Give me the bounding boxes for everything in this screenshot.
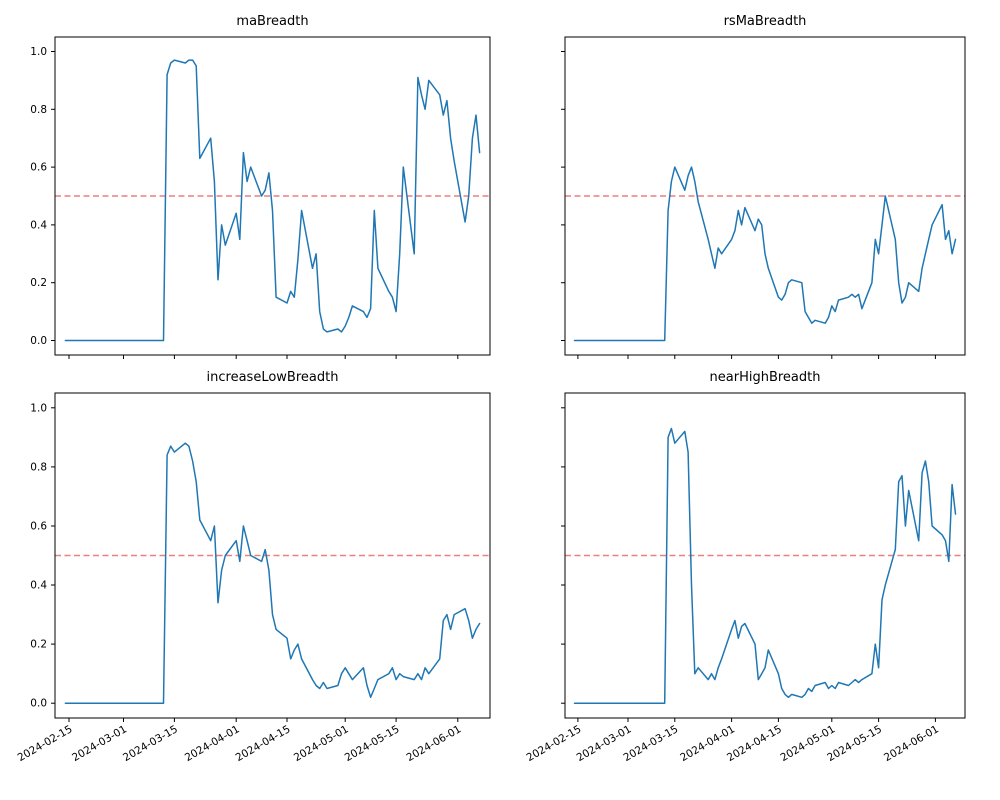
y-tick-label: 0.2 bbox=[30, 639, 47, 651]
y-tick-label: 1.0 bbox=[30, 46, 47, 58]
y-tick-label: 0.6 bbox=[30, 162, 47, 174]
subplot-title-maBreadth: maBreadth bbox=[236, 14, 309, 29]
series-line bbox=[64, 59, 481, 342]
chart-maBreadth: 0.0 0.2 0.4 0.6 0.8 1.0 bbox=[30, 36, 491, 359]
x-tick-label: 2024-05-15 bbox=[343, 723, 402, 764]
subplot-title-nearHighBreadth: nearHighBreadth bbox=[709, 370, 821, 385]
x-tick-label: 2024-02-15 bbox=[525, 723, 584, 764]
x-tick-label: 2024-03-15 bbox=[121, 723, 180, 764]
x-tick-label: 2024-04-15 bbox=[234, 723, 293, 764]
x-tick-label: 2024-06-01 bbox=[404, 723, 463, 764]
chart-rsMaBreadth bbox=[561, 36, 966, 359]
axes-spines bbox=[54, 36, 491, 356]
y-tick-label: 0.6 bbox=[30, 521, 47, 533]
x-tick-label: 2024-03-01 bbox=[70, 723, 129, 764]
series-line bbox=[573, 166, 957, 342]
subplot-title-increaseLowBreadth: increaseLowBreadth bbox=[206, 370, 339, 385]
y-tick-label: 0.0 bbox=[30, 698, 47, 710]
x-tick-label: 2024-04-01 bbox=[183, 723, 242, 764]
y-tick-label: 1.0 bbox=[30, 402, 47, 414]
axes-spines bbox=[564, 36, 966, 356]
series-line bbox=[64, 442, 481, 704]
x-tick-label: 2024-02-15 bbox=[16, 723, 75, 764]
y-tick-label: 0.8 bbox=[30, 461, 47, 473]
y-tick-label: 0.2 bbox=[30, 277, 47, 289]
x-tick-label: 2024-06-01 bbox=[882, 723, 941, 764]
y-tick-label: 0.0 bbox=[30, 335, 47, 347]
chart-increaseLowBreadth: 0.00.20.40.60.81.02024-02-152024-03-0120… bbox=[16, 392, 491, 764]
axes-spines bbox=[54, 392, 491, 719]
y-tick-label: 0.4 bbox=[30, 219, 47, 231]
subplot-title-rsMaBreadth: rsMaBreadth bbox=[723, 14, 807, 29]
y-tick-label: 0.8 bbox=[30, 104, 47, 116]
series-line bbox=[573, 427, 957, 704]
x-tick-label: 2024-05-01 bbox=[292, 723, 351, 764]
axes-spines bbox=[564, 392, 966, 719]
chart-nearHighBreadth: 2024-02-152024-03-012024-03-152024-04-01… bbox=[525, 392, 966, 764]
y-tick-label: 0.4 bbox=[30, 580, 47, 592]
